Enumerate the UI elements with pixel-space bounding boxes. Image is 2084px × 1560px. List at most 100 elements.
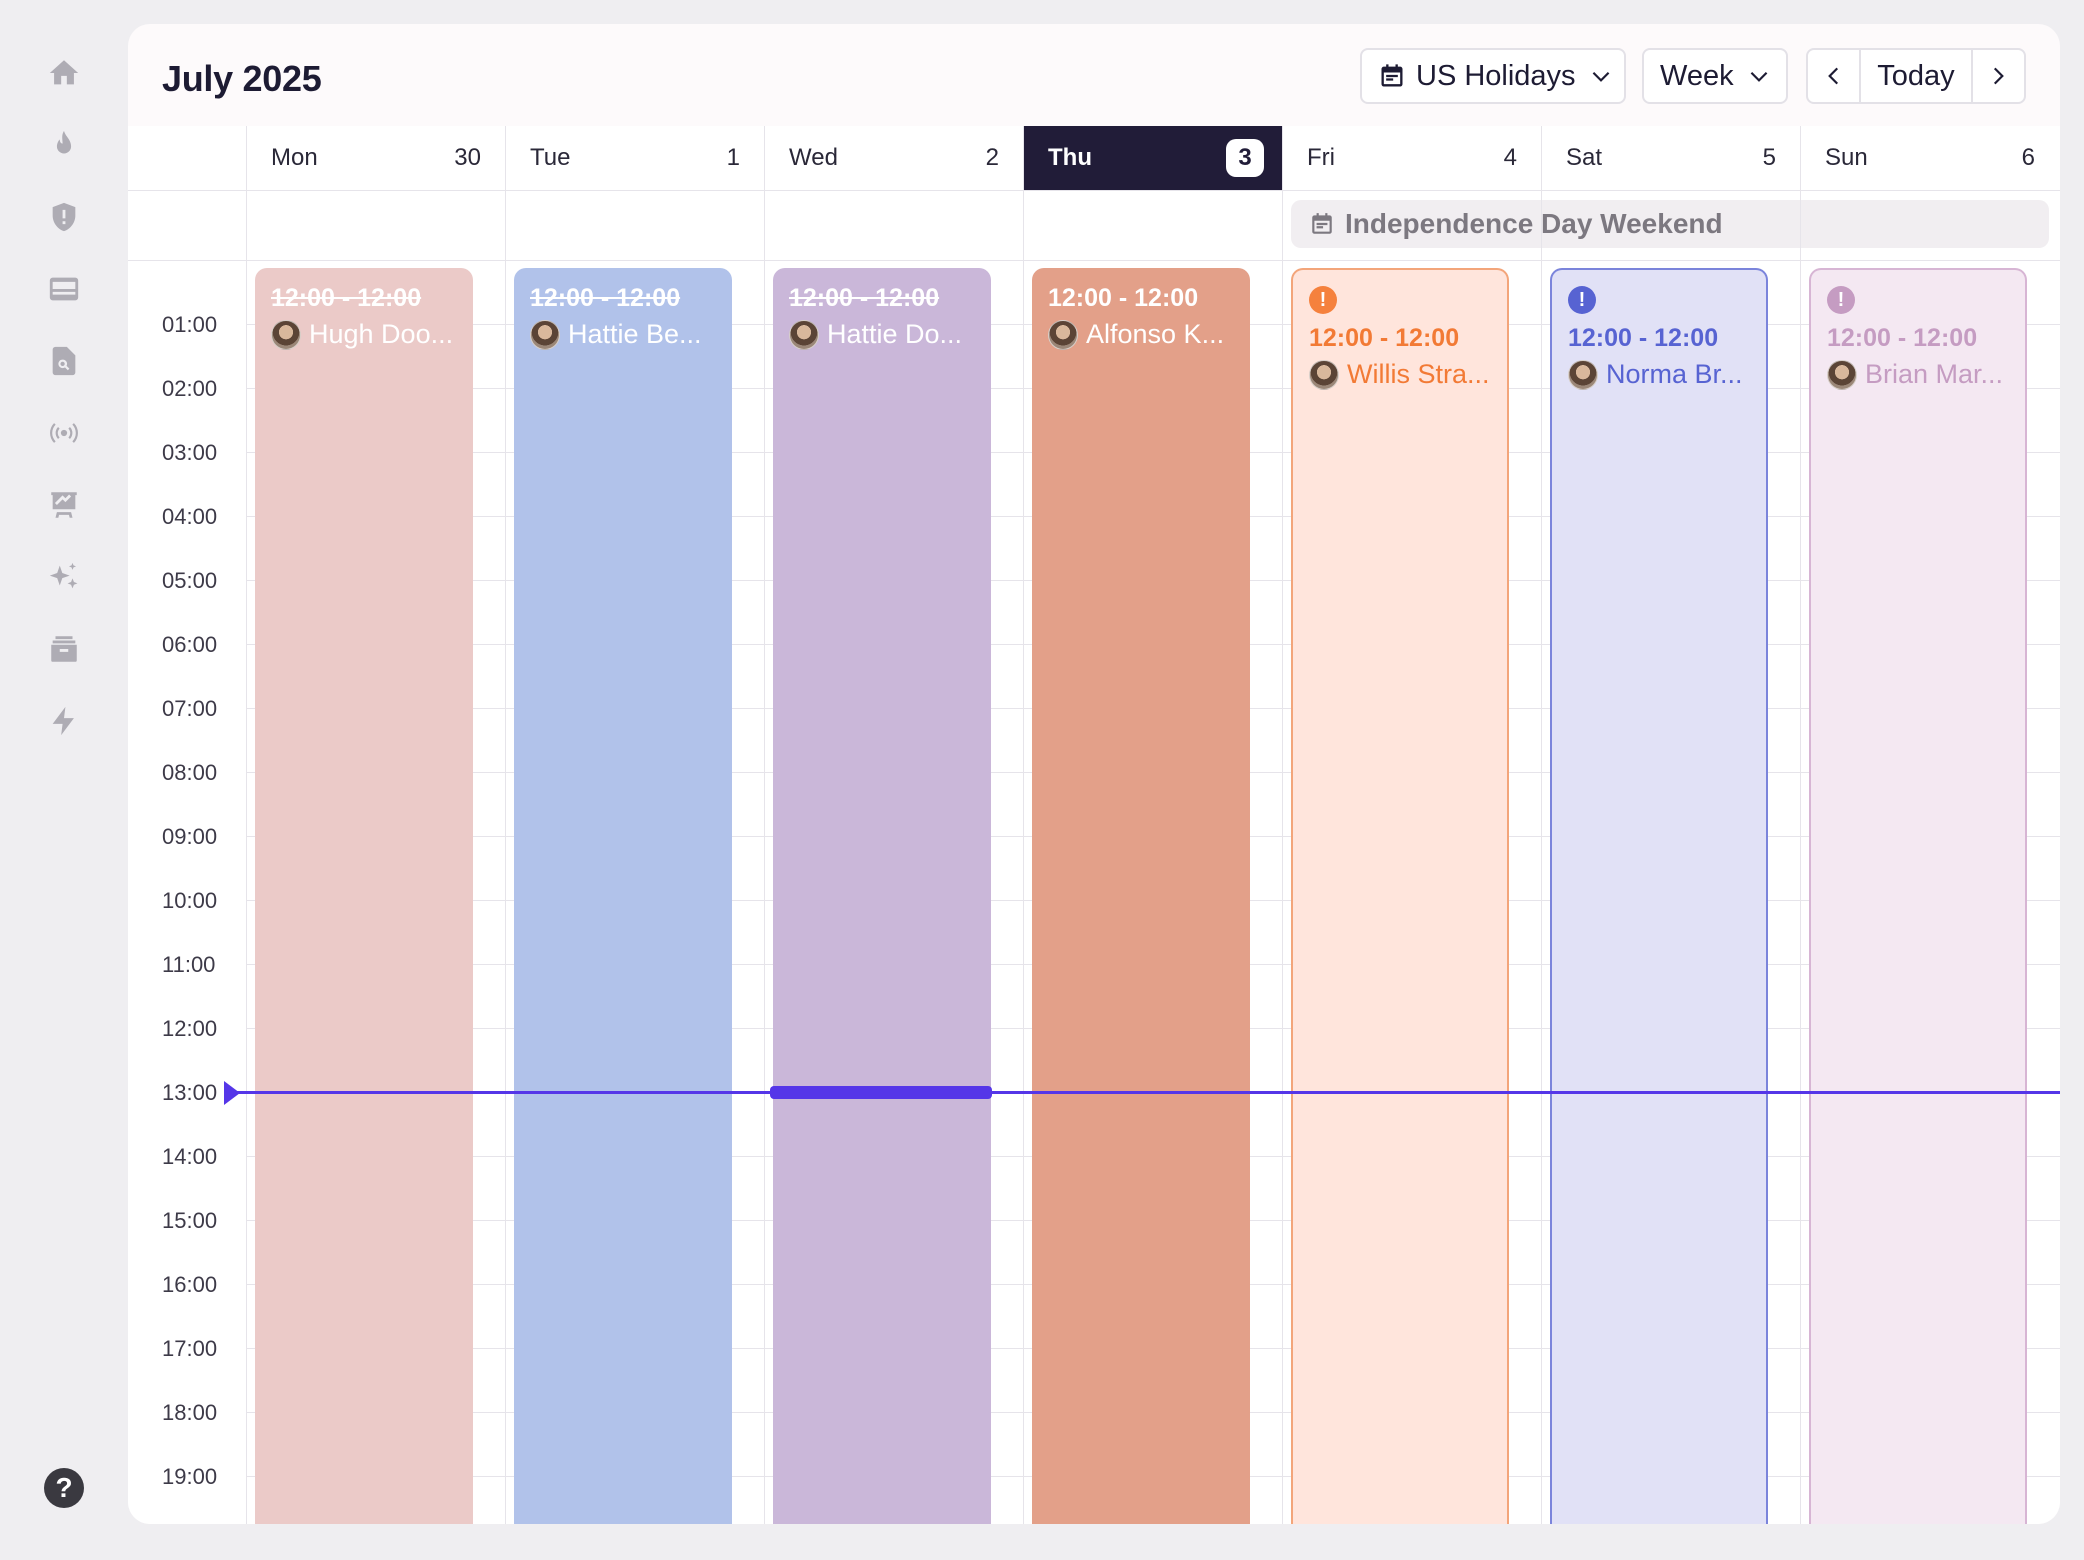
event-time: 12:00 - 12:00 bbox=[1568, 324, 1719, 352]
event-attendee: Hugh Doo... bbox=[271, 319, 457, 350]
day-number: 6 bbox=[2021, 144, 2035, 171]
grid-line bbox=[505, 126, 506, 1524]
alert-icon: ! bbox=[1309, 286, 1337, 314]
day-header-sat[interactable]: Sat 5 bbox=[1542, 126, 1800, 190]
grid-line bbox=[1023, 126, 1024, 1524]
week-grid: Independence Day Weekend 01:00 02:00 03:00… bbox=[128, 126, 2060, 1524]
day-number: 4 bbox=[1503, 144, 1517, 171]
grid-line bbox=[1800, 126, 1801, 1524]
attendee-name: Brian Mar... bbox=[1865, 359, 2004, 389]
grid-line bbox=[1541, 126, 1542, 1524]
time-label: 16:00 bbox=[162, 1272, 218, 1297]
event-card[interactable]: 12:00 - 12:00 Hugh Doo... bbox=[255, 268, 473, 1524]
calendar-icon bbox=[1381, 64, 1403, 87]
calendar-card: July 2025 US Holidays Week Today Indepen… bbox=[128, 24, 2060, 1524]
time-label: 19:00 bbox=[162, 1464, 218, 1489]
grid-line bbox=[246, 126, 247, 1524]
grid-line bbox=[1282, 126, 1283, 1524]
calendar-icon bbox=[1312, 213, 1332, 234]
date-navigation: Today bbox=[1806, 48, 2026, 104]
day-header-sun[interactable]: Sun 6 bbox=[1801, 126, 2059, 190]
time-label: 10:00 bbox=[162, 888, 218, 913]
time-label: 13:00 bbox=[162, 1080, 218, 1105]
event-card[interactable]: ! 12:00 - 12:00 Norma Br... bbox=[1550, 268, 1768, 1524]
help-icon[interactable]: ? bbox=[44, 1468, 84, 1508]
event-attendee: Hattie Do... bbox=[789, 319, 975, 350]
avatar bbox=[789, 319, 819, 350]
sidebar: ? bbox=[0, 0, 128, 1560]
time-label: 03:00 bbox=[162, 440, 218, 465]
chevron-left-icon bbox=[1827, 67, 1838, 85]
day-name: Sat bbox=[1566, 144, 1603, 171]
day-name: Tue bbox=[530, 144, 571, 171]
prev-button[interactable] bbox=[1808, 50, 1862, 102]
file-search-icon[interactable] bbox=[43, 340, 85, 382]
event-attendee: Hattie Be... bbox=[530, 319, 716, 350]
time-label: 04:00 bbox=[162, 504, 218, 529]
shield-icon[interactable] bbox=[43, 196, 85, 238]
archive-icon[interactable] bbox=[43, 628, 85, 670]
grid-line bbox=[764, 126, 765, 1524]
sparkles-icon[interactable] bbox=[43, 556, 85, 598]
current-time-marker bbox=[224, 1081, 240, 1105]
event-time: 12:00 - 12:00 bbox=[1309, 324, 1460, 352]
event-attendee: Norma Br... bbox=[1568, 359, 1750, 390]
time-label: 12:00 bbox=[162, 1016, 218, 1041]
day-header-mon[interactable]: Mon 30 bbox=[247, 126, 505, 190]
event-time: 12:00 - 12:00 bbox=[530, 284, 681, 312]
avatar bbox=[1568, 359, 1598, 390]
day-number: 2 bbox=[985, 144, 999, 171]
avatar bbox=[1827, 359, 1857, 390]
day-header-fri[interactable]: Fri 4 bbox=[1283, 126, 1541, 190]
day-name: Thu bbox=[1048, 144, 1092, 171]
avatar bbox=[1048, 319, 1078, 350]
attendee-name: Hugh Doo... bbox=[309, 319, 454, 349]
grid-line bbox=[128, 190, 2060, 191]
presentation-chart-icon[interactable] bbox=[43, 484, 85, 526]
broadcast-icon[interactable] bbox=[43, 412, 85, 454]
day-header-tue[interactable]: Tue 1 bbox=[506, 126, 764, 190]
flame-icon[interactable] bbox=[43, 124, 85, 166]
event-attendee: Brian Mar... bbox=[1827, 359, 2009, 390]
lightning-icon[interactable] bbox=[43, 700, 85, 742]
holiday-banner[interactable]: Independence Day Weekend bbox=[1291, 200, 2049, 248]
chevron-down-icon bbox=[1750, 71, 1767, 82]
home-icon[interactable] bbox=[43, 52, 85, 94]
event-card[interactable]: ! 12:00 - 12:00 Willis Stra... bbox=[1291, 268, 1509, 1524]
day-number: 5 bbox=[1762, 144, 1776, 171]
view-dropdown[interactable]: Week bbox=[1642, 48, 1788, 104]
attendee-name: Alfonso K... bbox=[1086, 319, 1225, 349]
avatar bbox=[271, 319, 301, 350]
today-button[interactable]: Today bbox=[1877, 59, 1955, 92]
grid-line bbox=[128, 260, 2060, 261]
day-name: Sun bbox=[1825, 144, 1868, 171]
inbox-icon[interactable] bbox=[43, 268, 85, 310]
day-header-wed[interactable]: Wed 2 bbox=[765, 126, 1023, 190]
day-name: Wed bbox=[789, 144, 838, 171]
attendee-name: Hattie Do... bbox=[827, 319, 963, 349]
event-card[interactable]: 12:00 - 12:00 Hattie Do... bbox=[773, 268, 991, 1524]
alert-icon: ! bbox=[1568, 286, 1596, 314]
next-button[interactable] bbox=[1970, 50, 2024, 102]
event-time: 12:00 - 12:00 bbox=[271, 284, 422, 312]
time-label: 01:00 bbox=[162, 312, 218, 337]
event-attendee: Willis Stra... bbox=[1309, 359, 1491, 390]
time-label: 11:00 bbox=[162, 952, 216, 977]
holidays-dropdown[interactable]: US Holidays bbox=[1360, 48, 1626, 104]
event-card[interactable]: ! 12:00 - 12:00 Brian Mar... bbox=[1809, 268, 2027, 1524]
event-card[interactable]: 12:00 - 12:00 Alfonso K... bbox=[1032, 268, 1250, 1524]
day-number: 3 bbox=[1226, 139, 1264, 177]
event-attendee: Alfonso K... bbox=[1048, 319, 1234, 350]
time-label: 08:00 bbox=[162, 760, 218, 785]
time-label: 17:00 bbox=[162, 1336, 218, 1361]
attendee-name: Willis Stra... bbox=[1347, 359, 1490, 389]
time-label: 09:00 bbox=[162, 824, 218, 849]
time-label: 06:00 bbox=[162, 632, 218, 657]
day-header-thu[interactable]: Thu 3 bbox=[1024, 126, 1282, 190]
current-time-line bbox=[224, 1091, 2060, 1094]
event-card[interactable]: 12:00 - 12:00 Hattie Be... bbox=[514, 268, 732, 1524]
holiday-banner-label: Independence Day Weekend bbox=[1345, 208, 1723, 239]
event-time: 12:00 - 12:00 bbox=[1827, 324, 1978, 352]
attendee-name: Hattie Be... bbox=[568, 319, 702, 349]
view-label: Week bbox=[1660, 59, 1734, 92]
